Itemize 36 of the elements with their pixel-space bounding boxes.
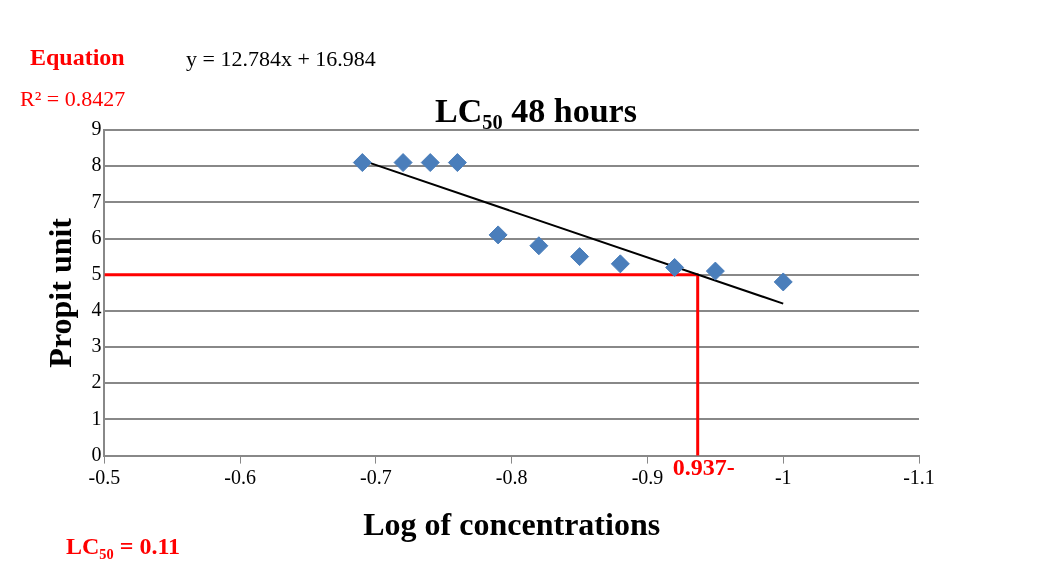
- x-tick-label: -1.1: [903, 465, 935, 488]
- point: [773, 272, 793, 292]
- x-tick-label: -0.6: [224, 465, 256, 488]
- point: [393, 153, 413, 173]
- y-tick-label: 6: [91, 225, 102, 248]
- annotation: 0.937-: [672, 453, 735, 480]
- y-tick-label: 3: [91, 334, 102, 357]
- point: [352, 153, 372, 173]
- y-tick-label: 8: [91, 153, 102, 176]
- point: [705, 261, 725, 281]
- point: [529, 236, 549, 256]
- x-tick-label: -1: [774, 465, 792, 488]
- y-axis-title: Propit unit: [42, 217, 79, 368]
- text: y = 12.784x + 16.984: [186, 46, 376, 72]
- text: R² = 0.8427: [20, 86, 126, 112]
- point: [610, 254, 630, 274]
- y-tick-label: 1: [91, 406, 102, 429]
- x-tick-label: -0.9: [631, 465, 664, 488]
- point: [488, 225, 508, 245]
- point: [665, 257, 685, 277]
- y-tick-label: 5: [91, 261, 102, 284]
- y-tick-label: 9: [91, 117, 102, 140]
- x-tick-label: -0.7: [360, 465, 392, 488]
- point: [447, 153, 467, 173]
- point: [570, 247, 590, 267]
- chart-title: LC₅₀ 48 hours: [435, 92, 637, 130]
- x-axis-title: Log of concentrations: [363, 506, 661, 543]
- point: [420, 153, 440, 173]
- y-tick-label: 7: [91, 189, 102, 212]
- text: LC₅₀ = 0.11: [66, 533, 181, 560]
- x-tick-label: -0.8: [495, 465, 528, 488]
- y-tick-label: 2: [91, 370, 102, 393]
- y-tick-label: 0: [91, 442, 102, 465]
- y-tick-label: 4: [91, 298, 102, 321]
- x-tick-label: -0.5: [88, 465, 121, 488]
- text: Equation: [30, 44, 125, 71]
